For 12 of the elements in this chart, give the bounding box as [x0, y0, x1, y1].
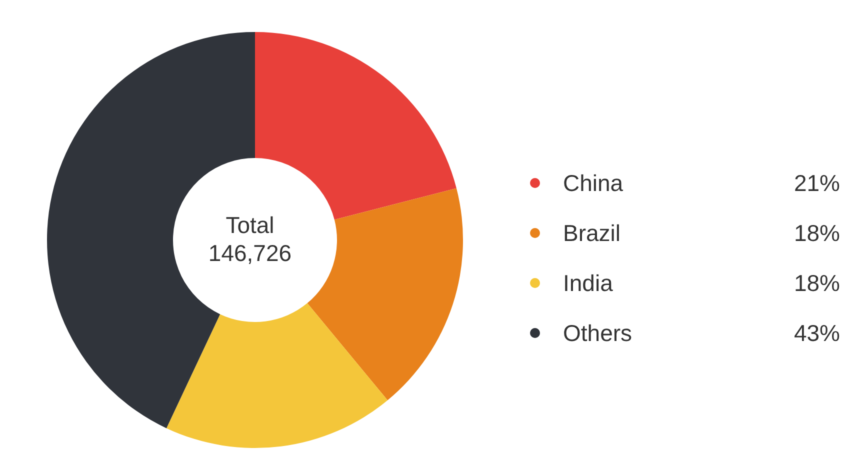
data-label: 43% [794, 320, 840, 346]
data-label: 18% [794, 220, 840, 246]
data-label: 21% [794, 170, 840, 196]
text: 146,726 [208, 240, 292, 266]
donut-slice [307, 188, 463, 400]
data-label: 18% [794, 270, 840, 296]
legend-label: India [563, 270, 614, 296]
legend-label: Brazil [563, 220, 622, 246]
legend-label: Others [563, 320, 634, 346]
text: Total [226, 212, 274, 238]
donut-slice [166, 303, 388, 448]
legend-label: China [563, 170, 624, 196]
